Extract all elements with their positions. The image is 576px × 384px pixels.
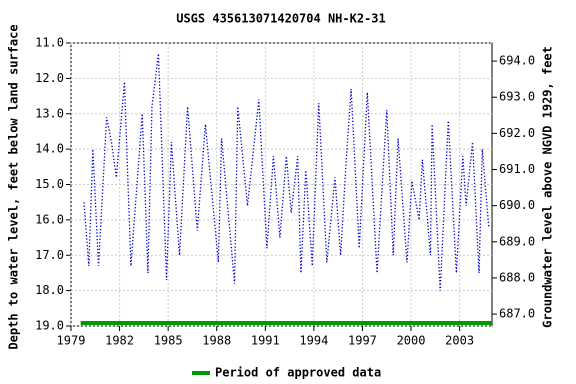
x-tick-label: 1982: [105, 334, 134, 348]
x-tick-label: 1997: [348, 334, 377, 348]
y-tick-label: 18.0: [35, 283, 64, 297]
y2-tick-label: 689.0: [499, 234, 535, 248]
y2-tick-label: 692.0: [499, 126, 535, 140]
y-tick-label: 19.0: [35, 319, 64, 333]
y-tick-label: 13.0: [35, 106, 64, 120]
y2-tick-label: 691.0: [499, 162, 535, 176]
y2-tick-label: 690.0: [499, 198, 535, 212]
plot-area: [70, 42, 493, 327]
data-line: [83, 53, 490, 291]
y2-tick-label: 694.0: [499, 54, 535, 68]
y2-axis-label: Groundwater level above NGVD 1929, feet: [541, 46, 555, 328]
y2-tick-label: 688.0: [499, 270, 535, 284]
y-tick-label: 17.0: [35, 248, 64, 262]
y-axis-label: Depth to water level, feet below land su…: [7, 24, 21, 349]
x-tick-label: 1988: [202, 334, 231, 348]
x-tick-label: 1994: [299, 334, 328, 348]
y-tick-label: 12.0: [35, 71, 64, 85]
y2-tick-label: 687.0: [499, 307, 535, 321]
y-tick-label: 15.0: [35, 177, 64, 191]
chart-title: USGS 435613071420704 NH-K2-31: [176, 12, 386, 26]
y-tick-label: 14.0: [35, 142, 64, 156]
x-tick-label: 2000: [397, 334, 426, 348]
x-tick-label: 1985: [154, 334, 183, 348]
y-tick-label: 11.0: [35, 36, 64, 50]
x-tick-label: 1979: [57, 334, 86, 348]
x-tick-label: 2003: [445, 334, 474, 348]
x-tick-label: 1991: [251, 334, 280, 348]
y-tick-label: 16.0: [35, 212, 64, 226]
legend-label: Period of approved data: [215, 366, 381, 380]
y2-tick-label: 693.0: [499, 90, 535, 104]
